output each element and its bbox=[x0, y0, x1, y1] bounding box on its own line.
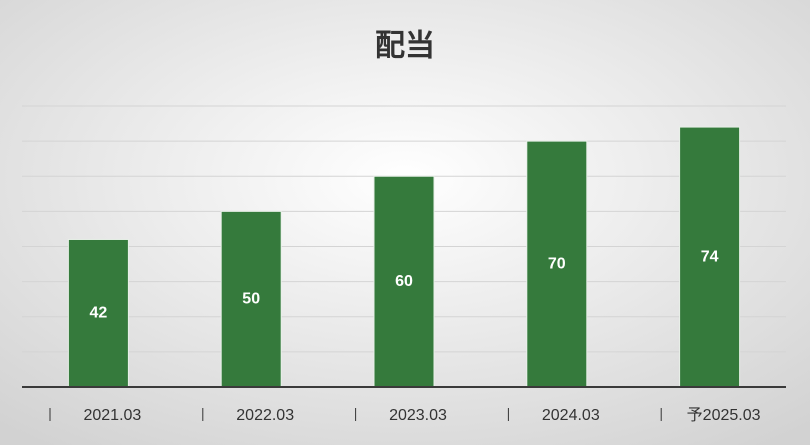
x-tick-label: 2021.03 bbox=[83, 407, 141, 424]
bar bbox=[526, 140, 588, 388]
bar bbox=[373, 175, 435, 388]
x-tick-label: 予2025.03 bbox=[687, 406, 761, 424]
chart-title: 配当 bbox=[375, 29, 435, 64]
x-tick-label: 2024.03 bbox=[542, 407, 600, 424]
value-label: 42 bbox=[90, 304, 108, 321]
x-tick-label: 2023.03 bbox=[389, 407, 447, 424]
value-label: 50 bbox=[242, 290, 260, 307]
x-tick-label: 2022.03 bbox=[236, 407, 294, 424]
bar bbox=[220, 210, 282, 388]
value-label: 70 bbox=[548, 255, 566, 272]
bar bbox=[679, 126, 741, 388]
value-label: 60 bbox=[395, 273, 413, 290]
bar bbox=[67, 238, 129, 388]
value-label: 74 bbox=[701, 248, 719, 265]
